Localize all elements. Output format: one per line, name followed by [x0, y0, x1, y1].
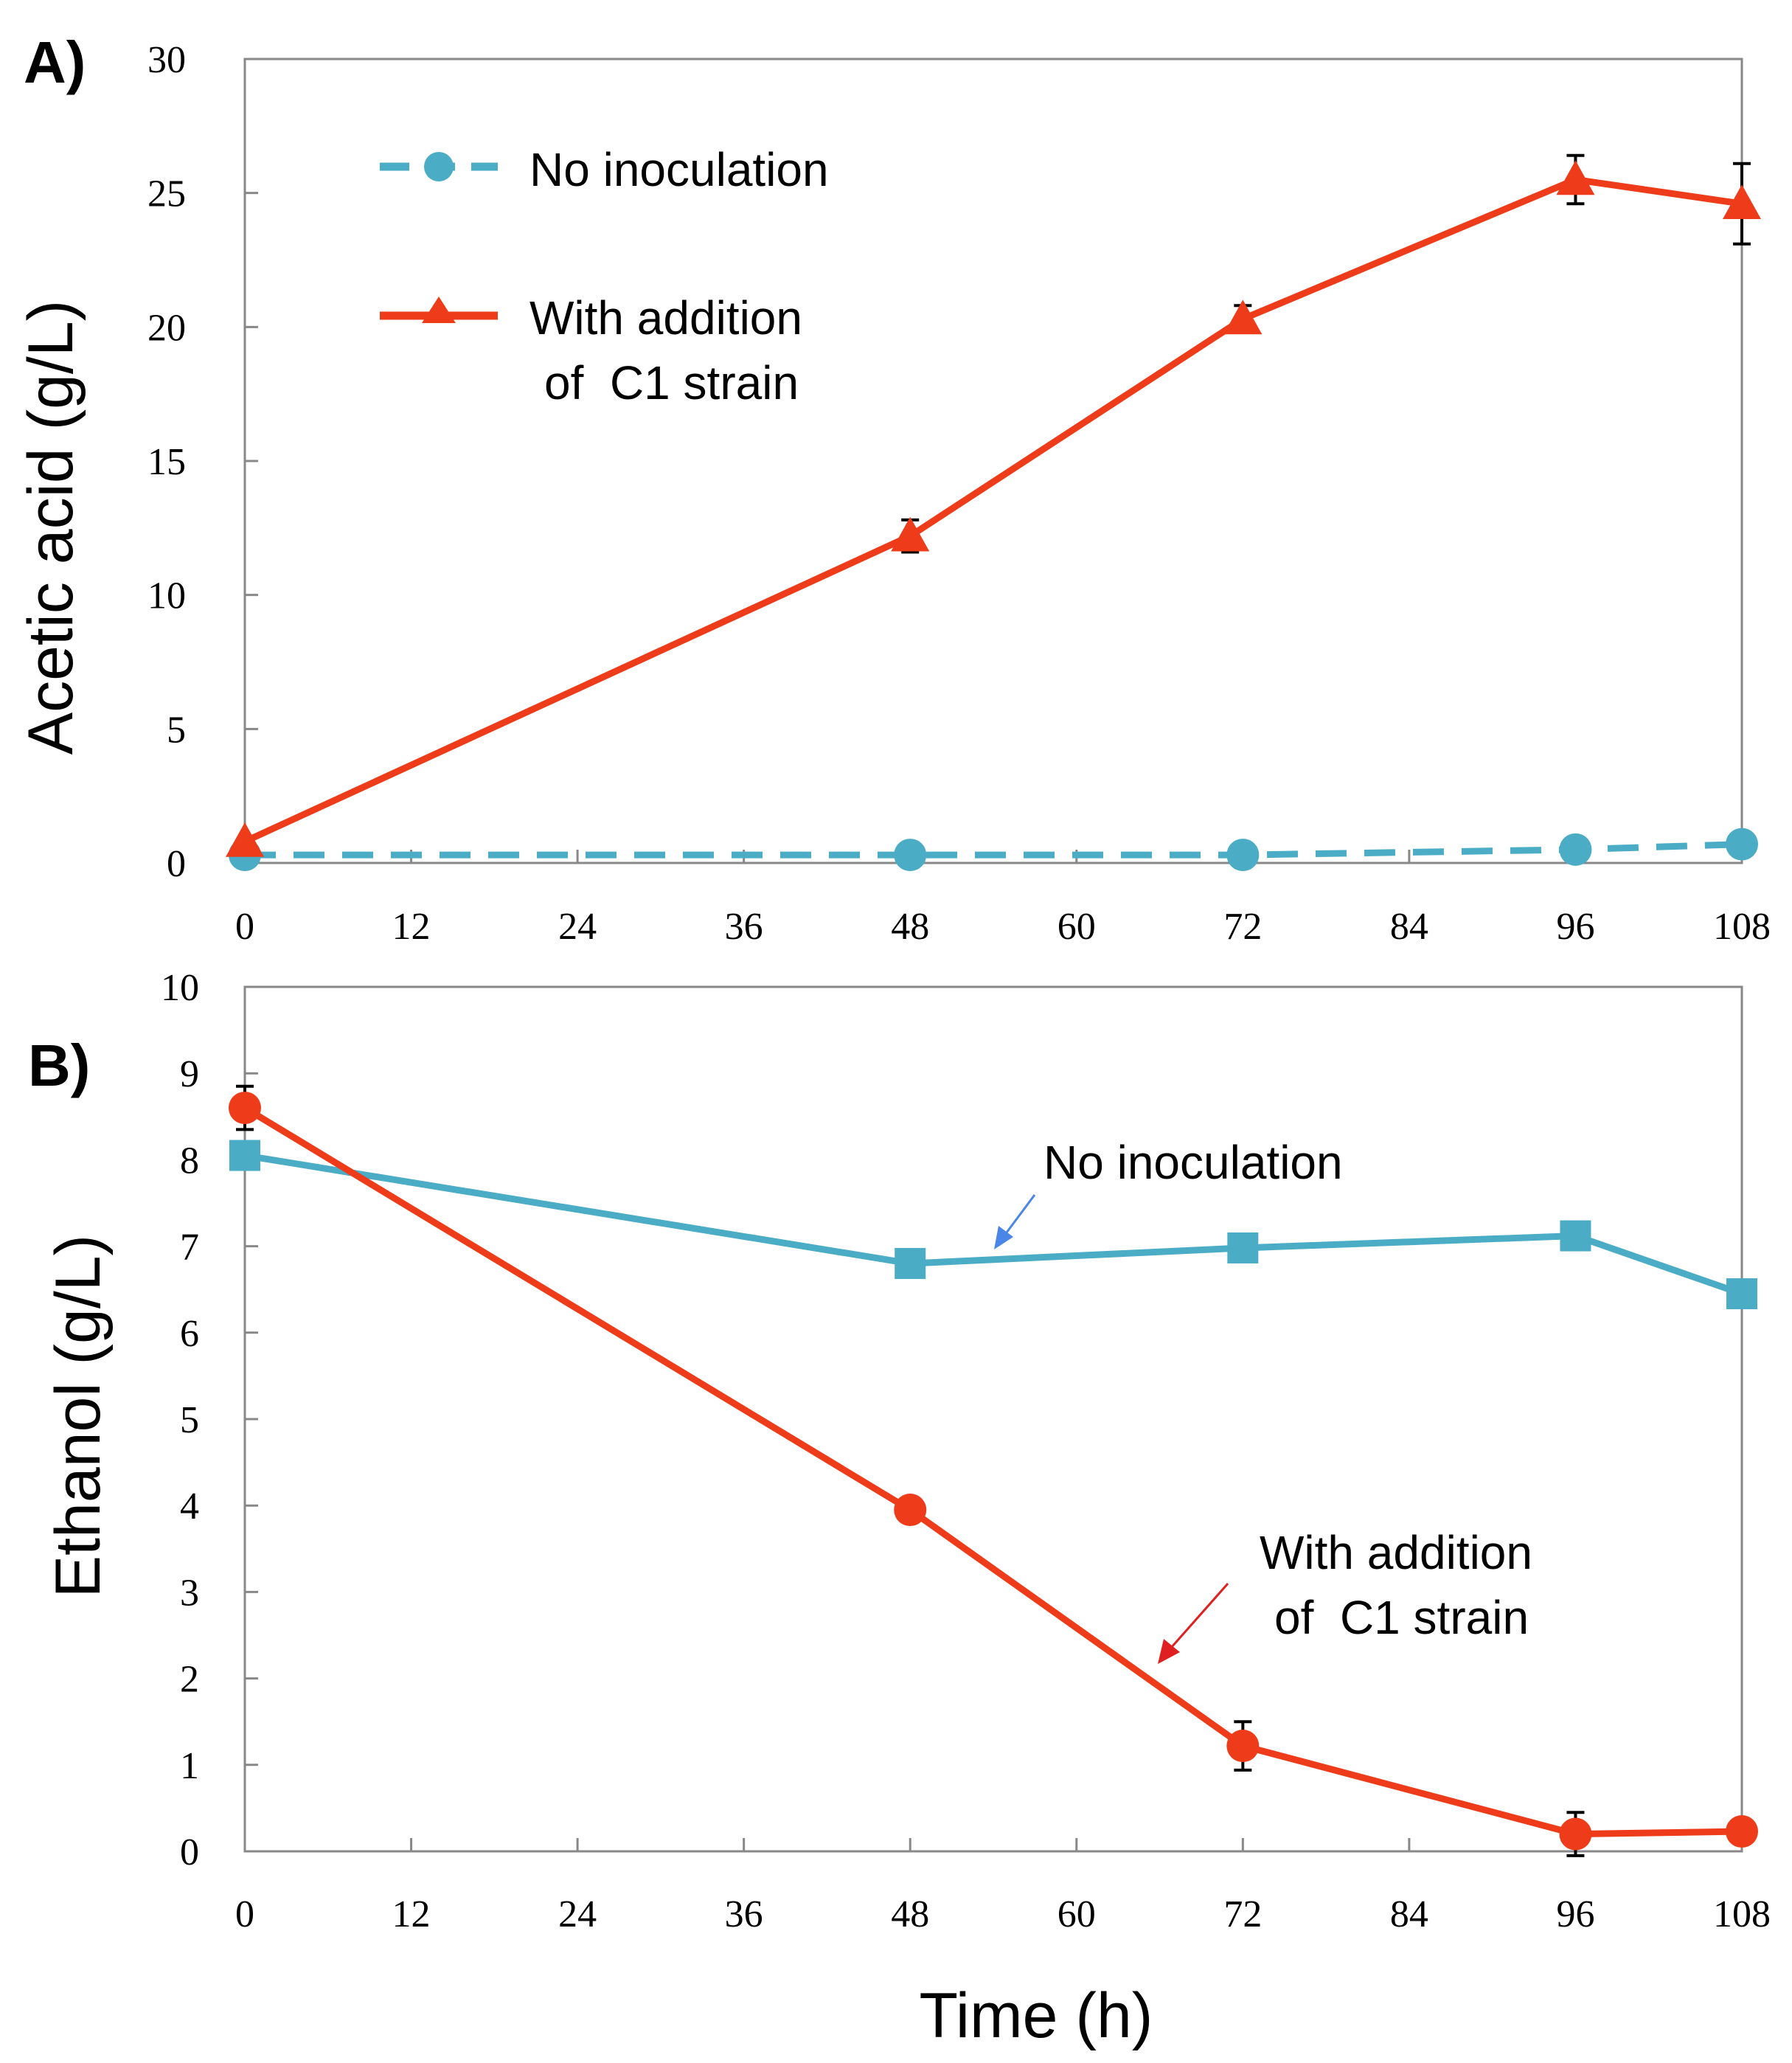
x-tick-label: 0	[235, 906, 254, 948]
x-tick-label: 72	[1223, 1893, 1262, 1935]
x-tick-label: 108	[1713, 906, 1771, 948]
legend-label-with-c1-line1: With addition	[529, 291, 802, 344]
y-tick-label: 3	[180, 1572, 199, 1614]
x-tick-label: 96	[1556, 1893, 1594, 1935]
data-point-no-inoculation	[229, 1140, 260, 1171]
x-tick-label: 84	[1390, 906, 1428, 948]
x-tick-label: 0	[235, 1893, 254, 1935]
x-tick-label: 24	[558, 906, 597, 948]
data-point-no-inoculation	[1726, 828, 1758, 861]
panel-b-ethanol: B) Ethanol (g/L) 0 12 24 36 48 60 72 84 96 108012…	[28, 967, 1771, 2051]
legend-entry-no-inoculation: No inoculation	[380, 143, 829, 196]
x-tick-label: 108	[1713, 1893, 1771, 1935]
x-tick-label: 48	[891, 1893, 929, 1935]
panel-b-y-axis-title: Ethanol (g/L)	[43, 1235, 114, 1598]
data-point-with-addition-of-c1-strain	[1726, 1815, 1758, 1848]
y-tick-label: 5	[180, 1399, 199, 1441]
legend-label-no-inoculation: No inoculation	[529, 143, 829, 196]
x-tick-label: 72	[1223, 906, 1262, 948]
panel-a-acetic-acid: A) Acetic acid (g/L) 0 12 24 36 48 60 72 84 96 10…	[15, 30, 1771, 948]
data-point-no-inoculation	[1227, 1232, 1259, 1263]
y-tick-label: 10	[161, 967, 199, 1009]
x-axis-title: Time (h)	[920, 1980, 1153, 2051]
panel-b-label: B)	[28, 1033, 90, 1098]
panel-a-legend: No inoculation With addition of C1 strai…	[380, 143, 829, 409]
y-tick-label: 15	[147, 441, 186, 483]
x-tick-label: 96	[1556, 906, 1594, 948]
x-tick-label: 60	[1058, 1893, 1096, 1935]
data-point-no-inoculation	[1226, 839, 1260, 872]
panel-a-label: A)	[24, 30, 86, 95]
y-tick-label: 1	[180, 1745, 199, 1787]
arrow-head-icon	[1158, 1639, 1180, 1664]
data-point-with-addition-of-c1-strain	[226, 822, 264, 857]
y-tick-label: 7	[180, 1227, 199, 1269]
data-point-with-addition-of-c1-strain	[1223, 299, 1263, 335]
y-tick-label: 20	[147, 307, 186, 349]
y-tick-label: 5	[167, 709, 186, 751]
x-tick-label: 36	[725, 906, 763, 948]
data-point-with-addition-of-c1-strain	[1723, 184, 1761, 219]
annotation-no-inoculation: No inoculation	[994, 1136, 1343, 1249]
annotation-with-c1-line2: of C1 strain	[1274, 1591, 1529, 1644]
x-tick-label: 84	[1390, 1893, 1428, 1935]
legend-label-with-c1-line2: of C1 strain	[544, 356, 799, 409]
x-tick-label: 12	[392, 1893, 431, 1935]
y-tick-label: 9	[180, 1053, 199, 1095]
y-tick-label: 0	[167, 843, 186, 885]
x-tick-label: 48	[891, 906, 929, 948]
y-tick-label: 4	[180, 1485, 199, 1528]
panel-a-y-axis-title: Acetic acid (g/L)	[15, 300, 86, 755]
x-tick-label: 36	[725, 1893, 763, 1935]
y-tick-label: 0	[180, 1831, 199, 1873]
y-tick-label: 25	[147, 173, 186, 215]
annotation-arrow-shaft	[1170, 1583, 1229, 1648]
legend-marker-triangle	[422, 297, 456, 323]
annotation-with-c1-line1: With addition	[1260, 1526, 1532, 1579]
x-tick-label: 24	[558, 1893, 597, 1935]
y-tick-label: 8	[180, 1140, 199, 1182]
arrow-head-icon	[994, 1226, 1013, 1249]
data-point-with-addition-of-c1-strain	[1226, 1730, 1260, 1763]
panel-a-markers	[226, 160, 1761, 872]
legend-marker-circle	[424, 152, 454, 181]
y-tick-label: 10	[147, 575, 186, 617]
y-tick-label: 6	[180, 1313, 199, 1355]
data-point-no-inoculation	[1726, 1278, 1757, 1310]
x-tick-label: 60	[1058, 906, 1096, 948]
legend-entry-with-c1: With addition of C1 strain	[380, 291, 802, 409]
annotation-arrow-shaft	[1003, 1194, 1036, 1236]
data-point-with-addition-of-c1-strain	[894, 1494, 927, 1527]
data-point-no-inoculation	[894, 839, 927, 872]
data-point-no-inoculation	[1560, 1220, 1591, 1252]
annotation-no-inoculation-label: No inoculation	[1043, 1136, 1343, 1189]
data-point-with-addition-of-c1-strain	[1556, 160, 1595, 195]
data-point-with-addition-of-c1-strain	[229, 1092, 261, 1125]
y-tick-label: 30	[147, 39, 186, 81]
panel-b-markers	[229, 1092, 1758, 1851]
data-point-with-addition-of-c1-strain	[891, 516, 930, 552]
data-point-no-inoculation	[1559, 833, 1592, 866]
annotation-with-c1: With addition of C1 strain	[1158, 1526, 1532, 1664]
data-point-no-inoculation	[895, 1248, 926, 1280]
y-tick-label: 2	[180, 1659, 199, 1701]
data-point-with-addition-of-c1-strain	[1559, 1817, 1592, 1851]
x-tick-label: 12	[392, 906, 431, 948]
